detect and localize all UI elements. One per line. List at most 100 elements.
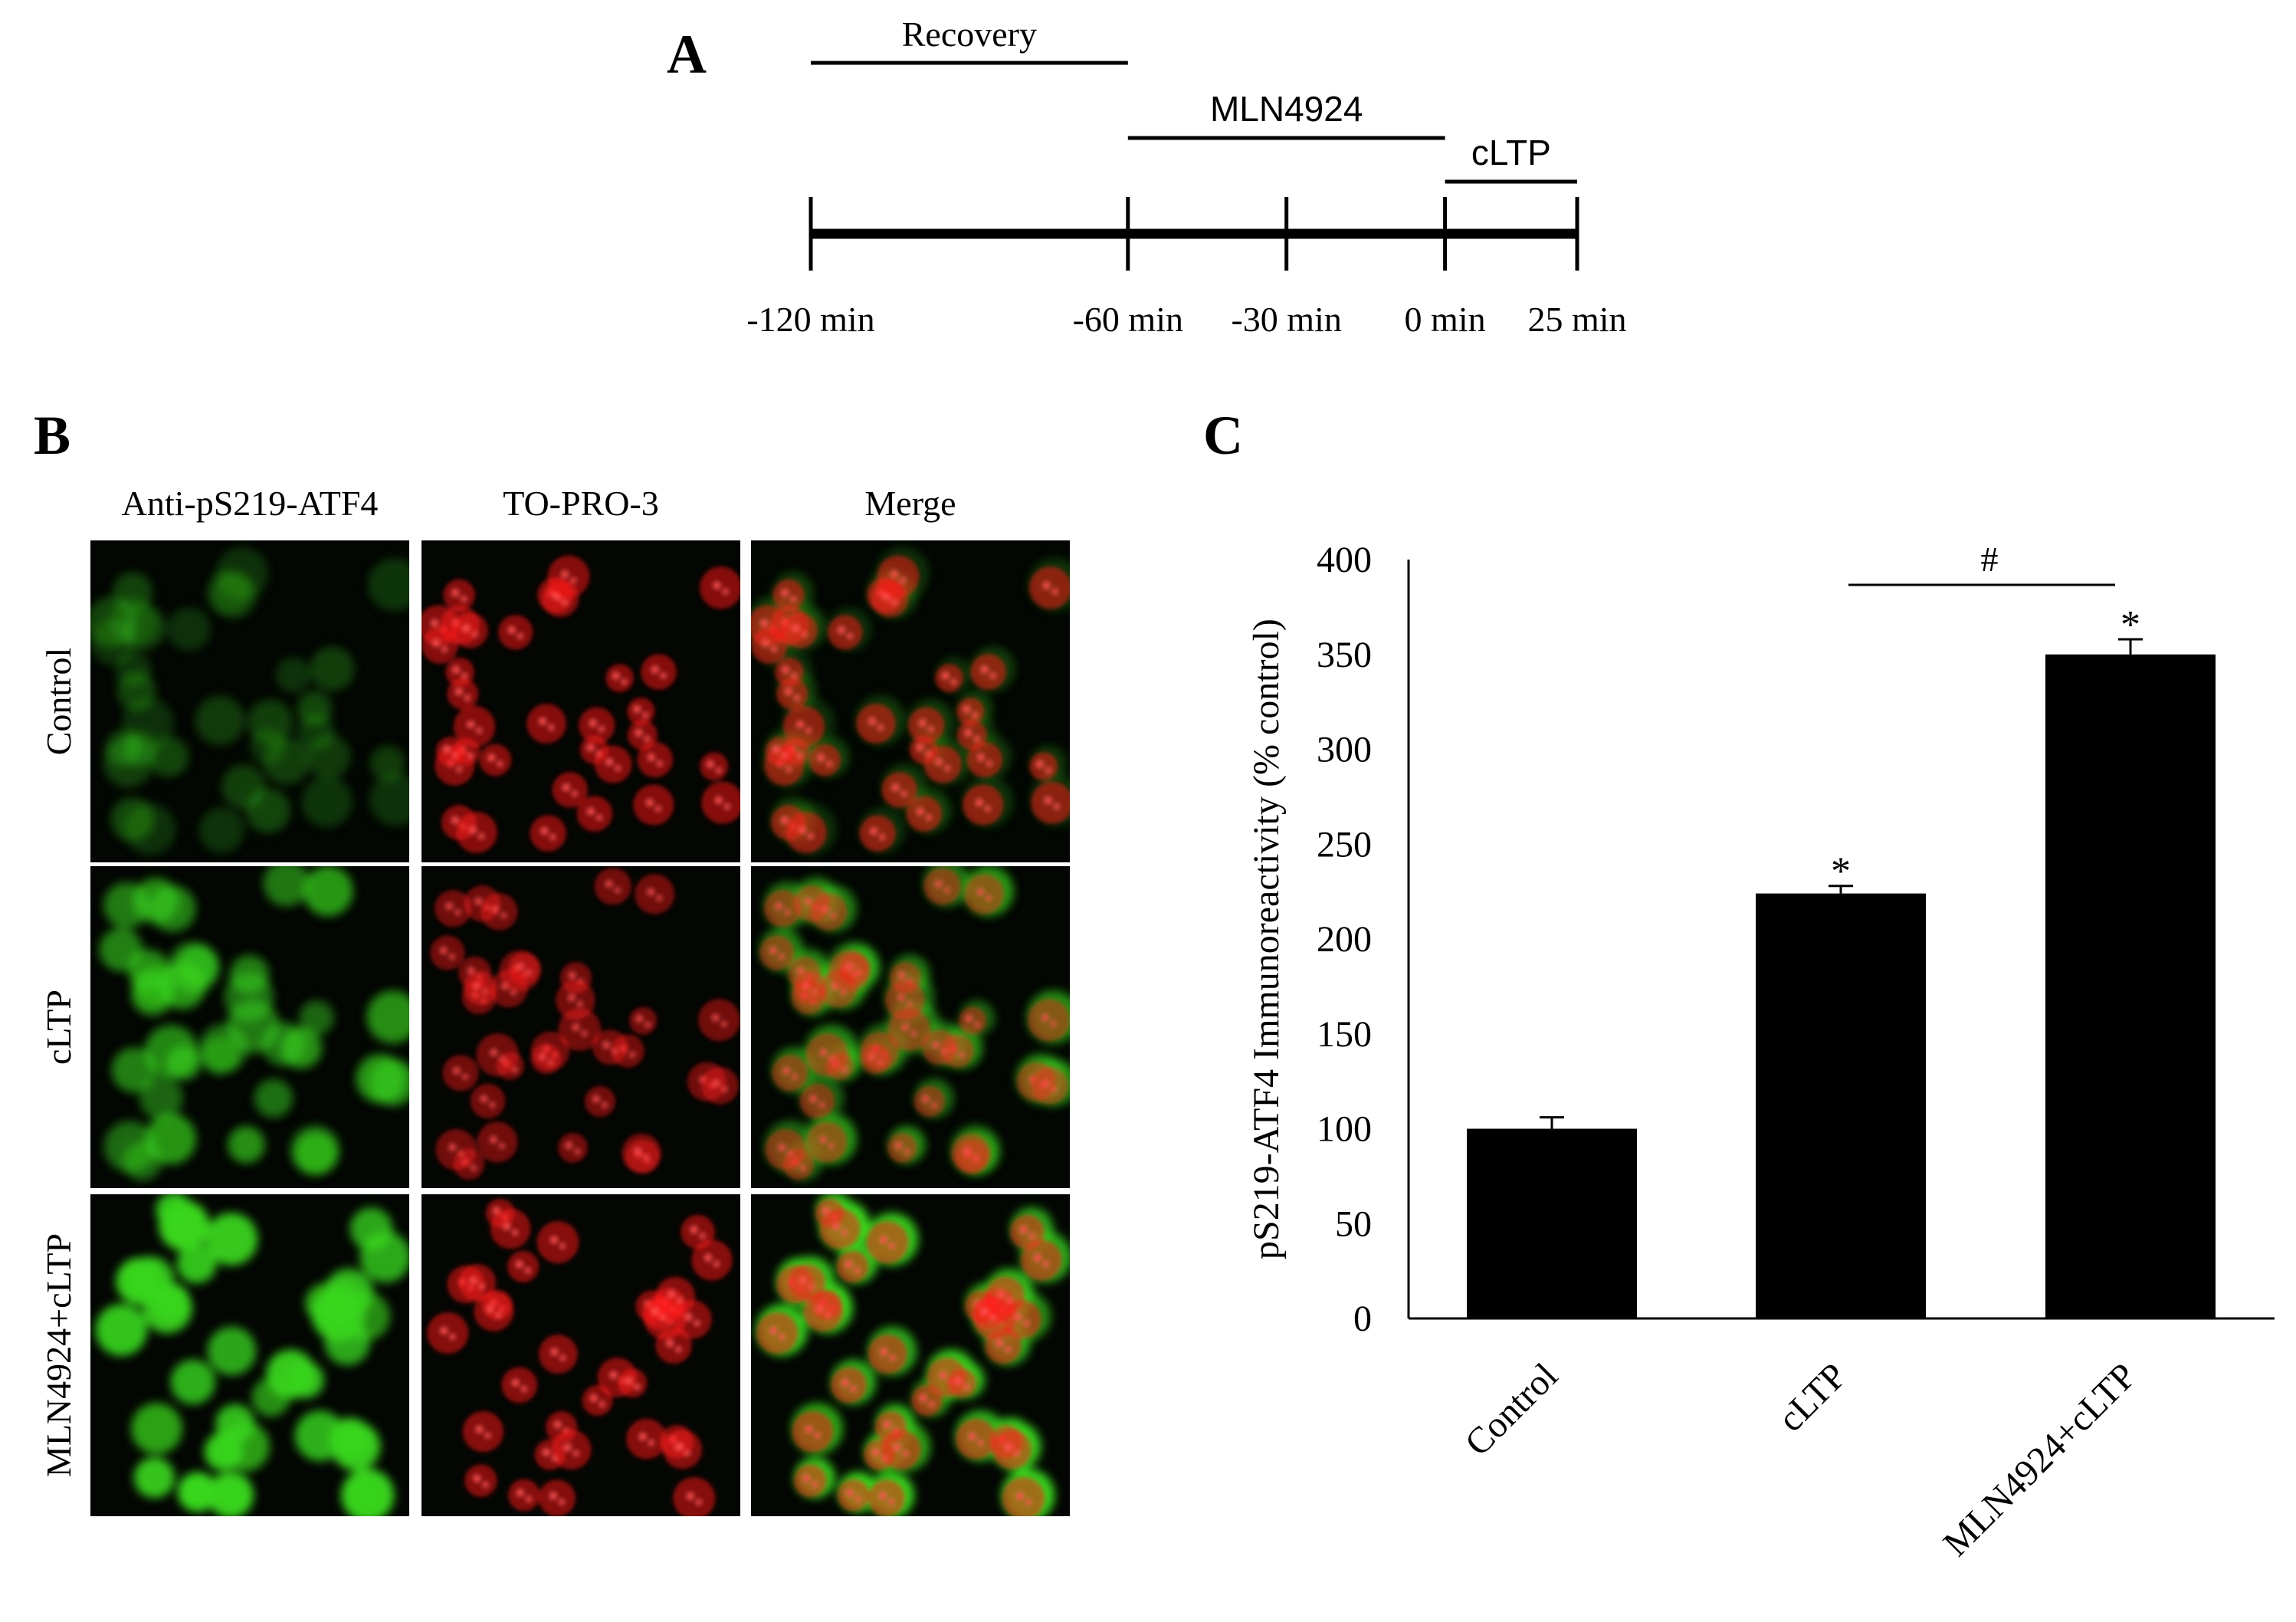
red-nucleus <box>477 1121 518 1163</box>
red-nucleus <box>1021 1239 1062 1281</box>
nucleolus <box>714 796 723 805</box>
red-nucleus <box>576 796 613 832</box>
red-nucleus <box>860 1043 891 1075</box>
nucleolus <box>1035 760 1044 768</box>
red-nucleus <box>922 1029 957 1065</box>
nucleolus <box>986 895 992 901</box>
micrograph-content <box>430 868 740 1180</box>
red-nucleus <box>964 874 1005 914</box>
nucleolus <box>930 1102 937 1108</box>
nucleolus <box>963 1384 970 1391</box>
red-nucleus <box>655 1327 692 1364</box>
micrograph-content <box>421 555 740 853</box>
micrograph-content <box>427 1198 733 1516</box>
nucleolus <box>574 1148 581 1155</box>
nucleolus <box>660 672 667 679</box>
nucleolus <box>1042 581 1051 589</box>
nucleolus <box>780 816 789 825</box>
nucleolus <box>1044 796 1052 805</box>
nucleolus <box>487 754 496 762</box>
nucleolus <box>894 1141 903 1150</box>
red-nucleus <box>765 737 795 767</box>
nucleolus <box>711 1013 720 1022</box>
micrograph-control-anti-ps219-atf4 <box>90 540 409 862</box>
green-stain <box>341 1292 391 1341</box>
nucleolus <box>442 745 451 754</box>
nucleolus <box>576 1000 583 1007</box>
nucleolus <box>809 1095 818 1103</box>
nucleolus <box>723 803 730 810</box>
red-nucleus <box>476 1033 520 1076</box>
nucleolus <box>547 1059 554 1066</box>
green-stain <box>366 990 409 1044</box>
green-stain <box>144 1025 198 1079</box>
nucleolus <box>1013 1450 1020 1456</box>
timeline-tick-label: -60 min <box>1073 300 1183 339</box>
nucleolus <box>796 967 805 975</box>
y-tick-label: 0 <box>1353 1299 1372 1339</box>
nucleolus <box>507 625 516 634</box>
red-nucleus <box>819 1208 861 1249</box>
red-nucleus <box>490 970 528 1008</box>
nucleolus <box>516 1489 524 1497</box>
red-nucleus <box>794 1464 827 1497</box>
nucleolus <box>891 599 898 606</box>
nucleolus <box>828 1056 835 1062</box>
nucleolus <box>921 1095 930 1103</box>
nucleolus <box>934 880 943 888</box>
nucleolus <box>837 625 845 634</box>
red-nucleus <box>453 705 496 748</box>
micrograph-grid: Anti-pS219-ATF4 TO-PRO-3 Merge Control cLTP M… <box>39 484 1070 1516</box>
nucleolus <box>778 1143 786 1151</box>
nucleolus <box>939 1371 947 1379</box>
green-stain <box>195 695 245 746</box>
nucleolus <box>451 665 460 674</box>
red-nucleus <box>701 1066 739 1105</box>
red-nucleus <box>642 1297 675 1331</box>
red-nucleus <box>1031 1066 1068 1105</box>
micrograph-content <box>751 547 1070 855</box>
red-nucleus <box>805 1033 849 1076</box>
red-nucleus <box>445 657 474 687</box>
nucleolus <box>782 1066 791 1075</box>
nucleolus <box>440 1326 448 1335</box>
nucleolus <box>812 1481 818 1488</box>
red-nucleus <box>765 1128 807 1171</box>
nucleolus <box>525 1496 532 1502</box>
red-nucleus <box>866 1221 909 1263</box>
red-nucleus <box>673 1299 712 1339</box>
green-stain <box>224 972 274 1022</box>
green-stain <box>331 1421 381 1471</box>
micrograph-content <box>756 1194 1070 1516</box>
nucleolus <box>451 589 460 597</box>
nucleolus <box>932 1041 940 1049</box>
red-nucleus <box>558 1008 602 1051</box>
nucleolus <box>595 814 602 821</box>
nucleolus <box>808 1283 815 1290</box>
nucleolus <box>784 688 792 696</box>
nucleolus <box>634 1384 641 1391</box>
nucleolus <box>645 1021 651 1028</box>
nucleolus <box>699 1233 706 1239</box>
red-nucleus <box>764 890 802 928</box>
red-nucleus <box>803 1291 844 1331</box>
green-stain <box>299 1000 334 1036</box>
red-nucleus <box>868 1335 907 1374</box>
nucleolus <box>684 1313 693 1322</box>
nucleolus <box>799 1276 807 1285</box>
x-tick-label-cltp: cLTP <box>1770 1355 1855 1440</box>
green-stain <box>301 776 353 828</box>
nucleolus <box>919 1394 927 1402</box>
nucleolus <box>787 1150 794 1157</box>
nucleolus <box>846 962 854 970</box>
nucleolus <box>633 705 641 714</box>
nucleolus <box>1050 1020 1057 1027</box>
nucleolus <box>515 1260 523 1269</box>
nucleolus <box>634 1147 642 1155</box>
nucleolus <box>715 767 722 773</box>
nucleolus <box>581 1030 588 1037</box>
nucleolus <box>918 719 927 727</box>
green-stain <box>145 1113 197 1164</box>
green-stain <box>261 1022 306 1066</box>
red-nucleus <box>956 698 985 726</box>
